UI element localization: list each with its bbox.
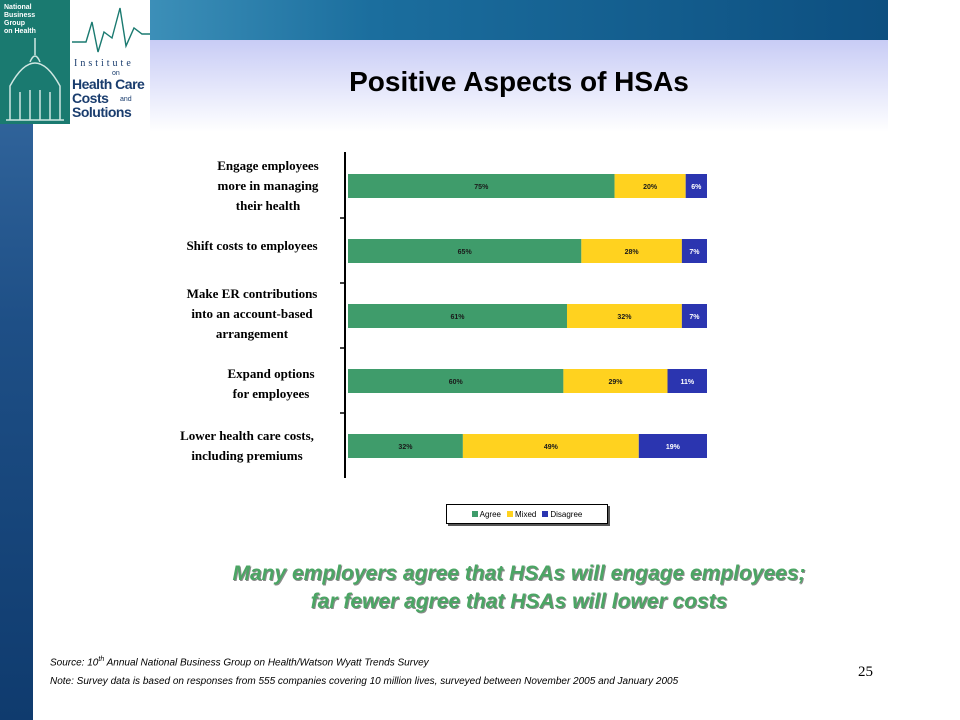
bar-mixed-3 <box>566 304 682 328</box>
logo-health-care-text: Health Care <box>72 76 145 92</box>
logo-capitol-panel: National Business Group on Health <box>0 0 70 124</box>
data-label-mixed-3: 32% <box>617 314 632 321</box>
legend-swatch-agree <box>471 511 478 517</box>
key-takeaway: Many employers agree that HSAs will enga… <box>150 560 888 616</box>
bar-agree-5 <box>348 434 463 458</box>
page-number: 25 <box>858 664 873 680</box>
legend-item-agree: Agree <box>471 509 501 519</box>
key-takeaway-line-1: Many employers agree that HSAs will enga… <box>232 562 806 585</box>
source-prefix: Source: 10 <box>50 657 99 669</box>
title-band <box>150 40 888 132</box>
data-label-agree-1: 75% <box>474 184 489 191</box>
data-label-mixed-4: 29% <box>608 379 623 386</box>
legend-label-agree: Agree <box>479 509 501 519</box>
legend-label-mixed: Mixed <box>515 509 537 519</box>
survey-note: Note: Survey data is based on responses … <box>50 676 679 687</box>
data-label-disagree-2: 7% <box>689 249 700 256</box>
bar-disagree-2 <box>681 239 707 263</box>
top-header-bar <box>150 0 888 40</box>
legend-swatch-mixed <box>507 511 513 517</box>
data-label-mixed-5: 49% <box>544 444 559 451</box>
chart-legend: Agree Mixed Disagree <box>446 504 608 524</box>
data-label-mixed-1: 20% <box>643 184 658 191</box>
logo-institute-text: Institute <box>74 58 134 69</box>
bar-disagree-1 <box>685 174 707 198</box>
capitol-dome-icon <box>6 38 64 121</box>
category-label-5: Lower health care costs, including premi… <box>180 428 314 463</box>
legend-label-disagree: Disagree <box>550 509 583 519</box>
bar-mixed-1 <box>614 174 686 198</box>
data-label-agree-5: 32% <box>398 444 413 451</box>
logo-and-text: and <box>120 96 132 103</box>
bar-agree-2 <box>348 239 582 263</box>
category-label-4: Expand options for employees <box>227 366 315 401</box>
page-title: Positive Aspects of HSAs <box>349 66 689 97</box>
bar-disagree-3 <box>681 304 707 328</box>
category-label-3: Make ER contributions into an account-ba… <box>186 286 318 341</box>
bar-agree-4 <box>348 369 564 393</box>
bar-disagree-5 <box>638 434 707 458</box>
category-label-2: Shift costs to employees <box>186 238 318 253</box>
key-takeaway-line-2: far fewer agree that HSAs will lower cos… <box>310 590 728 613</box>
legend-swatch-disagree <box>542 511 549 517</box>
data-label-agree-4: 60% <box>449 379 464 386</box>
legend-item-disagree: Disagree <box>542 510 582 519</box>
bar-disagree-4 <box>667 369 707 393</box>
logo-org-name: National Business Group on Health <box>4 4 36 35</box>
category-label-1: Engage employees more in managing their … <box>217 158 319 213</box>
data-label-disagree-4: 11% <box>680 379 694 386</box>
heartbeat-line-icon <box>72 7 150 53</box>
legend-item-mixed: Mixed <box>507 510 536 519</box>
data-label-disagree-3: 7% <box>689 314 700 321</box>
data-label-disagree-5: 19% <box>666 444 681 451</box>
source-superscript: th <box>98 656 105 663</box>
logo-costs-text: Costs <box>72 90 109 106</box>
bar-mixed-5 <box>462 434 639 458</box>
data-label-mixed-2: 28% <box>625 249 640 256</box>
logo-solutions-text: Solutions <box>72 104 132 120</box>
source-rest: Annual National Business Group on Health… <box>104 657 429 669</box>
data-label-agree-2: 65% <box>458 249 473 256</box>
data-label-agree-3: 61% <box>450 314 465 321</box>
bar-mixed-4 <box>563 369 668 393</box>
institute-logo: National Business Group on Health Instit… <box>0 0 150 124</box>
bar-mixed-2 <box>581 239 682 263</box>
bar-agree-1 <box>348 174 615 198</box>
data-label-disagree-1: 6% <box>691 184 702 191</box>
bar-agree-3 <box>348 304 567 328</box>
source-citation: Source: 10th Annual National Business Gr… <box>50 656 429 668</box>
logo-on-text: on <box>112 70 120 77</box>
